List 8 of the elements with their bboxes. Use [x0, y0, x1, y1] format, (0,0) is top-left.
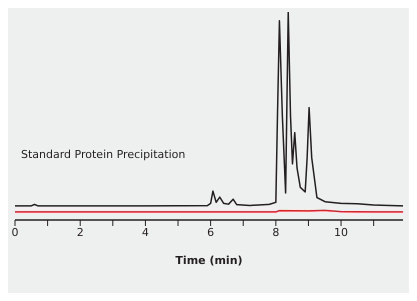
x-tick-label: 6 [207, 226, 214, 239]
x-tick-label: 0 [12, 226, 18, 239]
x-tick-label: 2 [76, 226, 84, 239]
x-tick-label: 4 [142, 226, 149, 239]
x-tick-label: 8 [272, 226, 280, 239]
x-axis-title: Time (min) [175, 254, 243, 267]
x-tick-label: 10 [334, 226, 348, 239]
text: Standard Protein Precipitation [21, 148, 186, 161]
